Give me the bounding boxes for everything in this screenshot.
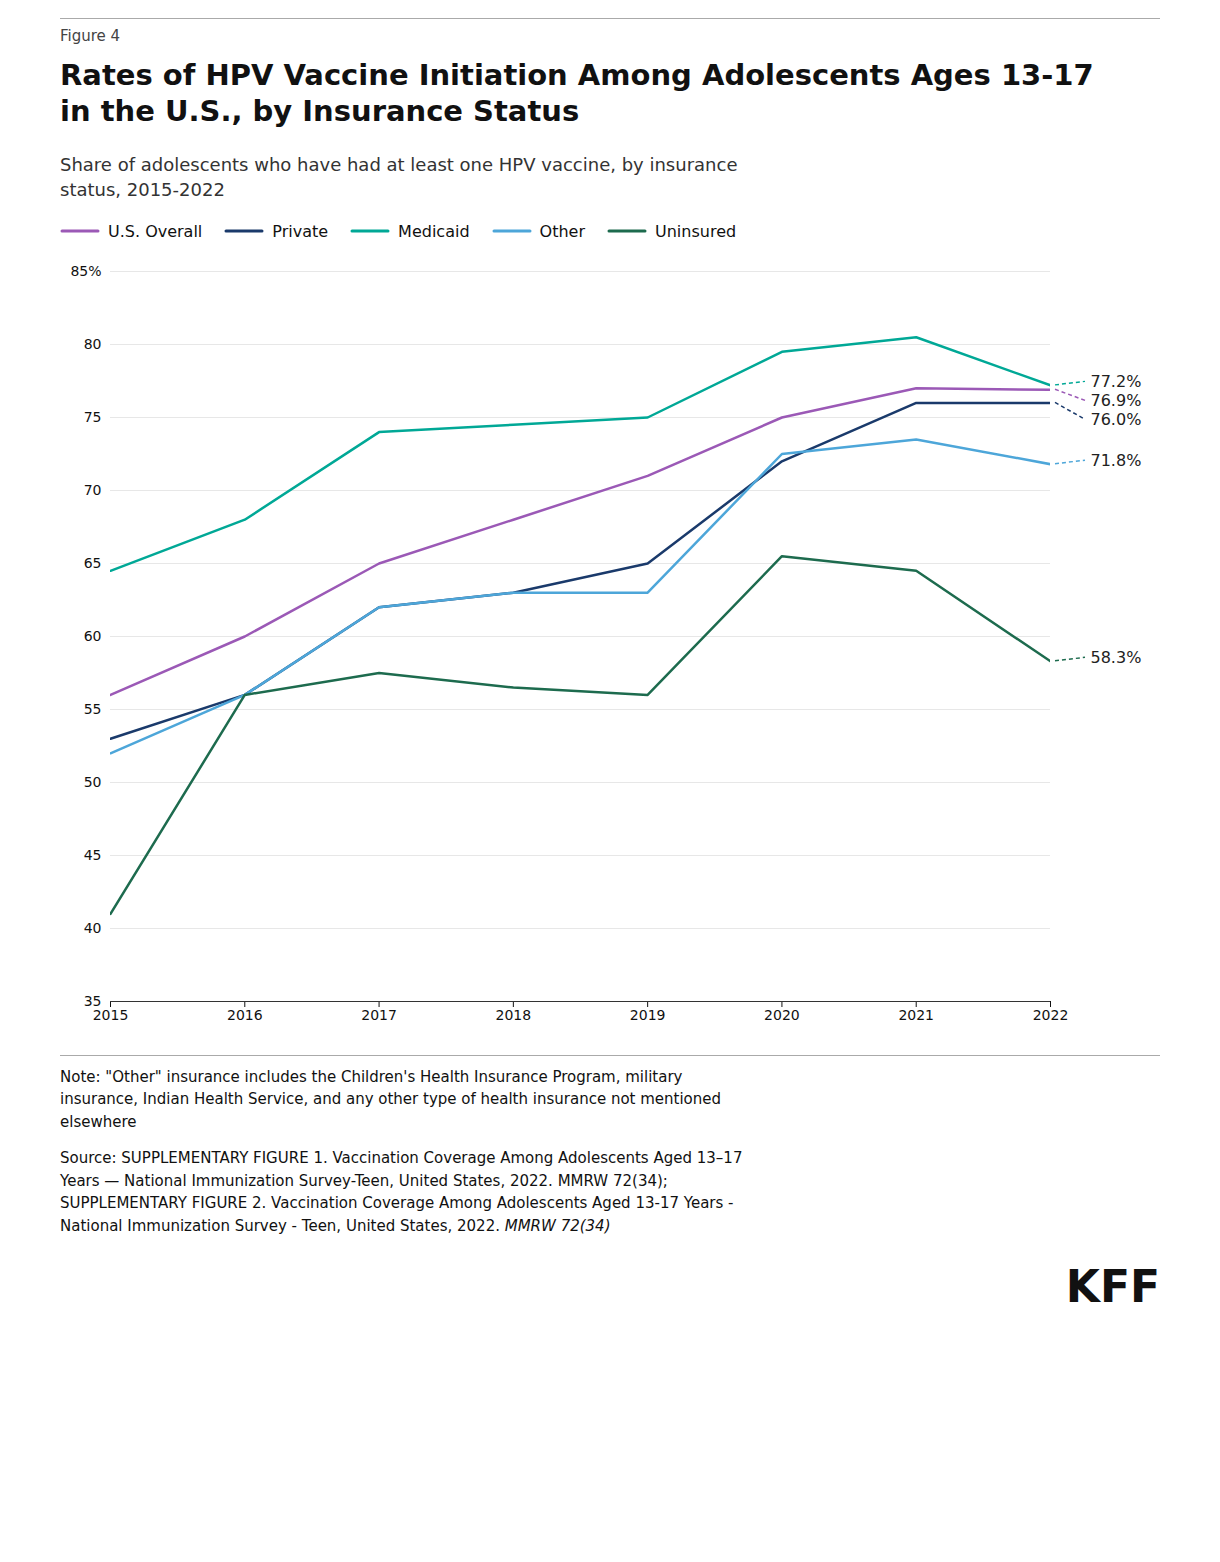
svg-text:2015: 2015 [93, 1007, 129, 1023]
html-text:Other: Other [539, 221, 585, 241]
html-text:Figure 4: Figure 4 [60, 27, 121, 45]
svg-text:80: 80 [84, 336, 102, 352]
html-text:Private: Private [272, 221, 329, 241]
svg-text:2021: 2021 [898, 1007, 934, 1023]
svg-text:2019: 2019 [630, 1007, 666, 1023]
svg-text:2017: 2017 [361, 1007, 397, 1023]
html-text:Source: SUPPLEMENTARY FIGURE 1: Source: SUPPLEMENTARY FIGURE 1. Vaccinat… [60, 1149, 743, 1235]
svg-text:55: 55 [84, 701, 102, 717]
svg-text:77.2%: 77.2% [1091, 372, 1142, 391]
html-text:Share of adolescents who have: Share of adolescents who have had at lea… [60, 153, 738, 200]
svg-text:35: 35 [83, 992, 102, 1009]
svg-text:60: 60 [84, 628, 102, 644]
svg-text:2022: 2022 [1033, 1007, 1069, 1023]
html-text:Uninsured: Uninsured [655, 221, 737, 241]
svg-text:2018: 2018 [496, 1007, 532, 1023]
html-text:KFF: KFF [1065, 1261, 1160, 1313]
svg-text:2016: 2016 [227, 1007, 263, 1023]
svg-text:75: 75 [84, 409, 102, 425]
svg-text:58.3%: 58.3% [1091, 648, 1142, 667]
html-text:U.S. Overall: U.S. Overall [108, 221, 203, 241]
html-text:Note: "Other" insurance includ: Note: "Other" insurance includes the Chi… [60, 1067, 721, 1131]
svg-text:70: 70 [84, 482, 102, 498]
svg-text:85%: 85% [70, 263, 101, 279]
svg-text:76.0%: 76.0% [1091, 410, 1142, 429]
svg-text:40: 40 [84, 920, 102, 936]
svg-text:45: 45 [84, 847, 102, 863]
svg-text:65: 65 [84, 555, 102, 571]
html-text:Rates of HPV Vaccine Initiatio: Rates of HPV Vaccine Initiation Among Ad… [60, 58, 1094, 129]
svg-text:76.9%: 76.9% [1091, 391, 1142, 410]
svg-text:2020: 2020 [764, 1007, 800, 1023]
html-text:Medicaid: Medicaid [398, 221, 470, 241]
svg-text:71.8%: 71.8% [1091, 451, 1142, 470]
svg-text:50: 50 [84, 774, 102, 790]
